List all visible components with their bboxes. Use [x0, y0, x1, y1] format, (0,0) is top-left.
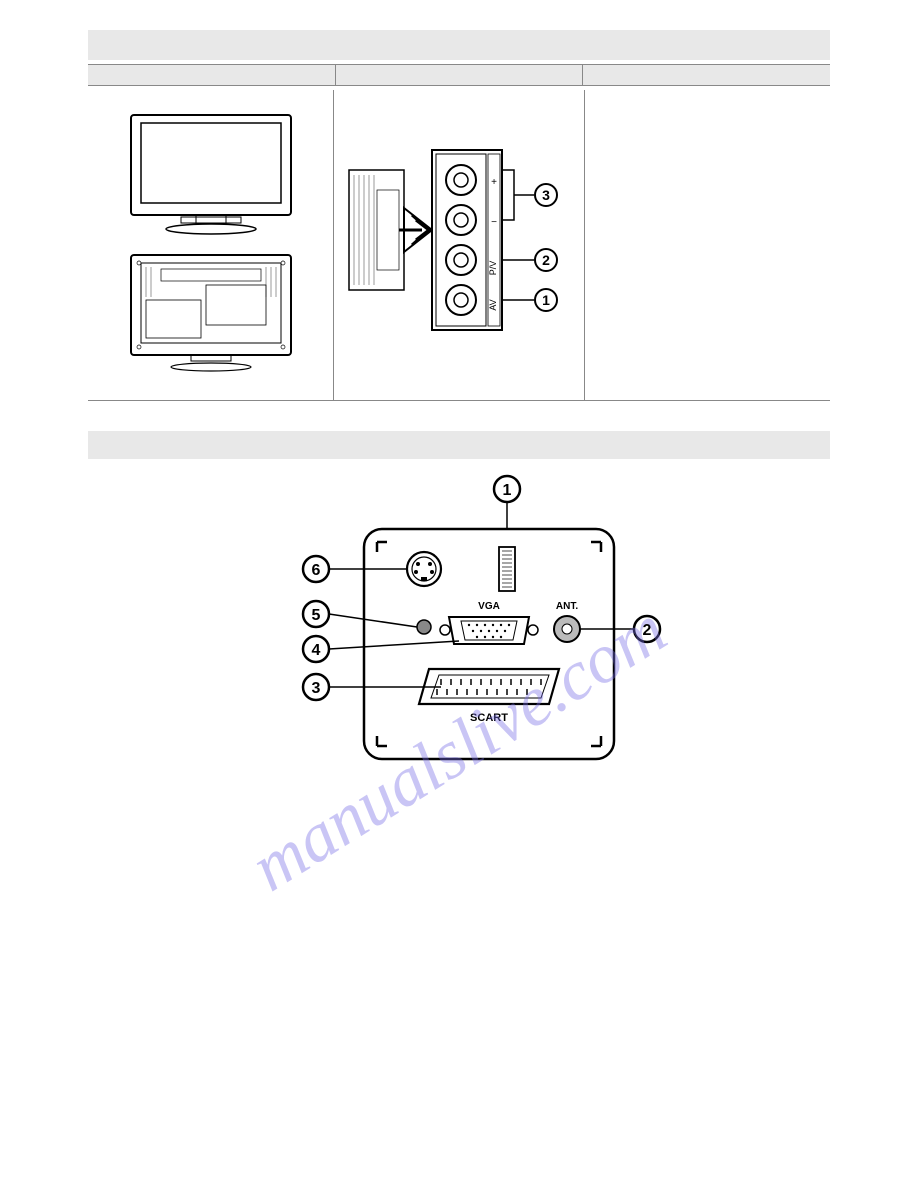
- page-container: + − P/V AV 3 2 1: [0, 0, 918, 809]
- content-row: + − P/V AV 3 2 1: [88, 90, 830, 401]
- col-header-1: [88, 65, 336, 85]
- rear-callout-2: 2: [643, 622, 652, 639]
- svideo-port-icon: [407, 552, 441, 586]
- callout-circles: 3 2 1: [535, 184, 557, 311]
- rear-panel-wrap: manualslive.com 1: [88, 469, 830, 809]
- side-connector-strip: + − P/V AV: [432, 150, 502, 330]
- rear-callout-4: 4: [312, 642, 321, 659]
- section-bar: [88, 431, 830, 459]
- svg-text:−: −: [491, 217, 497, 228]
- cell-side-panel: + − P/V AV 3 2 1: [334, 90, 585, 400]
- label-av: AV: [488, 299, 498, 310]
- rear-callout-5: 5: [312, 607, 321, 624]
- column-header-row: [88, 64, 830, 86]
- label-ant: ANT.: [556, 601, 578, 612]
- label-vga: VGA: [478, 601, 500, 612]
- rear-callout-6: 6: [312, 562, 321, 579]
- callout-3: 3: [542, 187, 550, 203]
- tv-rear-icon: [131, 255, 291, 371]
- tv-front-rear-illustration: [111, 105, 311, 385]
- cell-tv-views: [88, 90, 334, 400]
- rear-callout-3: 3: [312, 680, 321, 697]
- callout-1: 1: [542, 292, 550, 308]
- antenna-port-icon: ANT.: [554, 601, 580, 642]
- rear-panel-illustration: 1: [249, 469, 669, 809]
- callout-lines: [502, 170, 534, 300]
- label-pv: P/V: [488, 261, 498, 276]
- tv-front-icon: [131, 115, 291, 234]
- label-scart: SCART: [470, 712, 508, 724]
- arrow-icon: [399, 208, 432, 252]
- tv-rear-small-icon: [349, 170, 404, 290]
- cell-empty: [585, 90, 830, 400]
- audio-jack-icon: [417, 620, 431, 634]
- callout-2: 2: [542, 252, 550, 268]
- side-panel-illustration: + − P/V AV 3 2 1: [344, 130, 574, 360]
- header-bar: [88, 30, 830, 60]
- col-header-2: [336, 65, 584, 85]
- col-header-3: [583, 65, 830, 85]
- svg-text:+: +: [491, 177, 497, 188]
- rear-callout-1: 1: [503, 482, 512, 499]
- hdmi-port-icon: [499, 547, 515, 591]
